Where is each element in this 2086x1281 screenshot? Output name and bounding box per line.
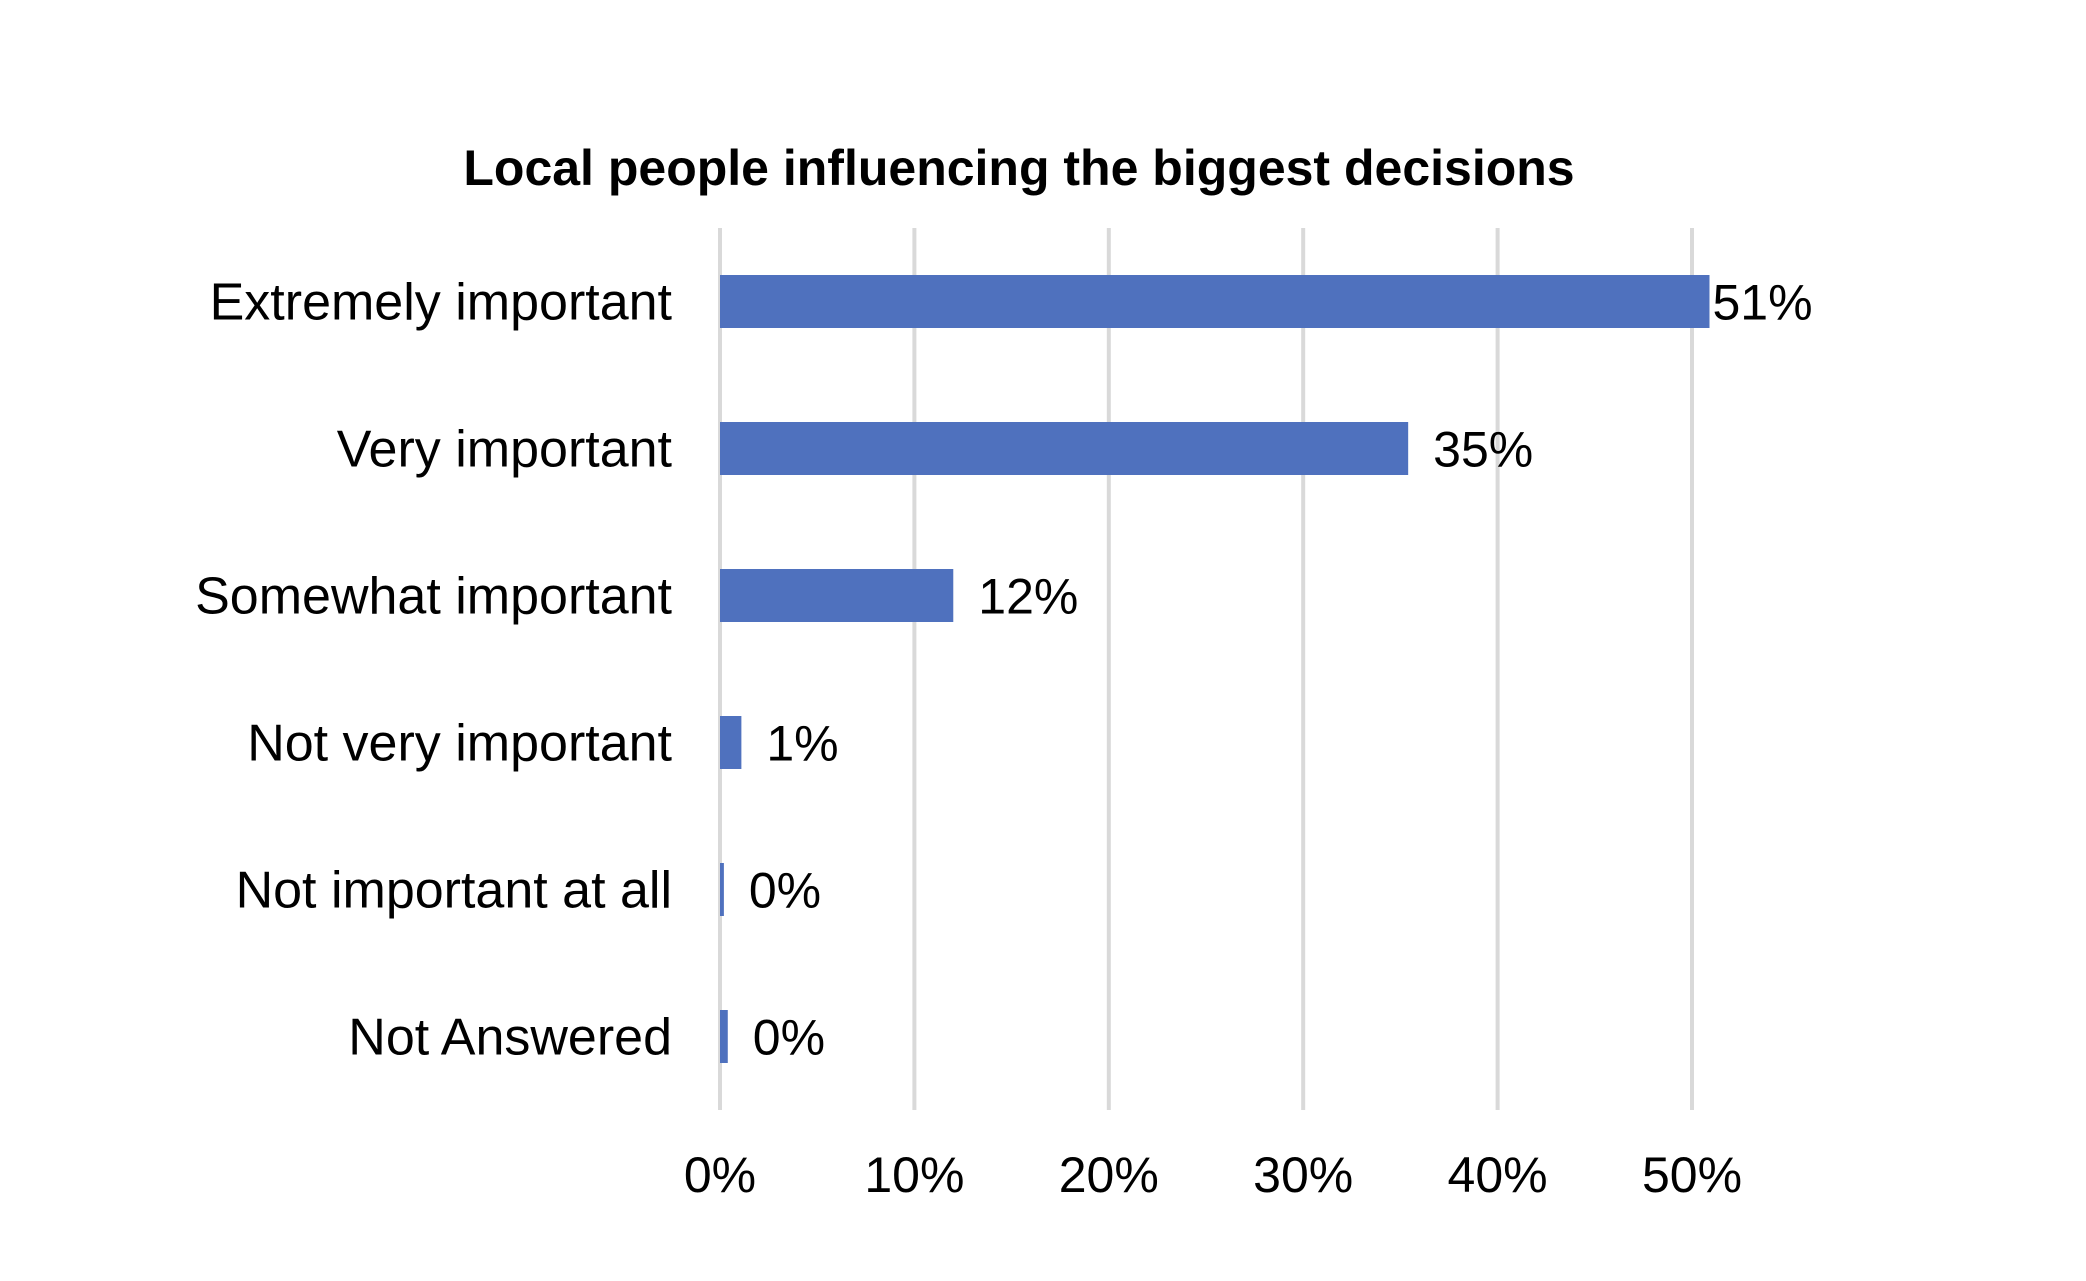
data-label: 0% — [753, 1010, 825, 1066]
category-label: Not very important — [247, 715, 672, 773]
bar — [720, 275, 1710, 328]
category-label: Extremely important — [210, 274, 673, 332]
data-label: 35% — [1433, 422, 1533, 478]
data-label: 0% — [749, 863, 821, 919]
category-label: Very important — [337, 421, 673, 479]
bar — [720, 569, 954, 622]
data-label: 12% — [978, 569, 1078, 625]
bar — [720, 716, 742, 769]
category-labels: Extremely important Very important Somewha… — [195, 274, 672, 1067]
category-label: Not important at all — [236, 862, 672, 920]
data-label: 51% — [1712, 275, 1812, 331]
bar — [720, 1010, 728, 1063]
x-tick-label: 50% — [1642, 1147, 1742, 1203]
bar — [720, 422, 1409, 475]
x-tick-label: 20% — [1059, 1147, 1159, 1203]
bar — [720, 863, 724, 916]
data-labels: 51% 35% 12% 1% 0% 0% — [749, 275, 1813, 1066]
x-tick-label: 10% — [864, 1147, 964, 1203]
category-label: Not Answered — [348, 1009, 672, 1067]
x-tick-label: 30% — [1253, 1147, 1353, 1203]
data-label: 1% — [766, 716, 838, 772]
x-tick-label: 40% — [1448, 1147, 1548, 1203]
x-tick-label: 0% — [684, 1147, 756, 1203]
bars — [720, 275, 1710, 1063]
x-axis-tick-labels: 0% 10% 20% 30% 40% 50% — [684, 1147, 1742, 1203]
chart-title: Local people influencing the biggest dec… — [463, 140, 1574, 196]
category-label: Somewhat important — [195, 568, 672, 626]
gridlines — [718, 228, 1694, 1110]
